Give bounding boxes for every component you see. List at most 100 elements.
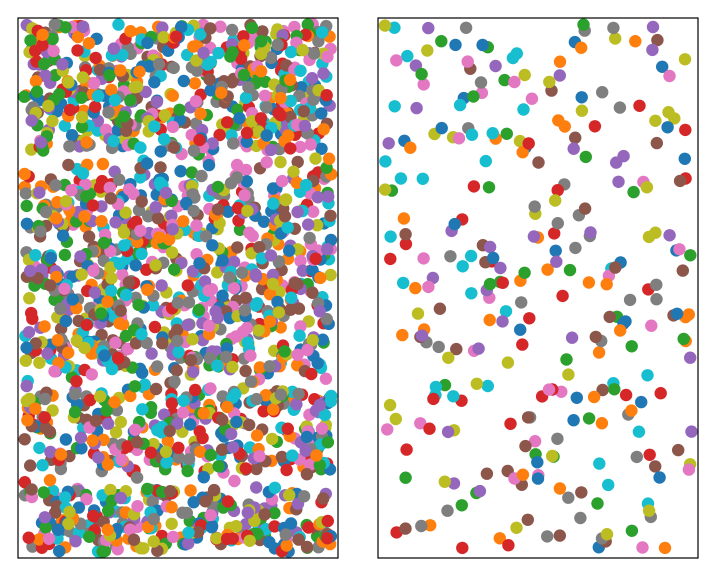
scatter-point [685, 425, 698, 438]
scatter-point [306, 264, 319, 277]
scatter-point [74, 250, 87, 263]
scatter-point [381, 423, 394, 436]
scatter-point [83, 393, 97, 407]
scatter-point [299, 178, 313, 192]
scatter-point [317, 67, 330, 80]
scatter-point [562, 491, 575, 504]
scatter-point [216, 413, 229, 427]
scatter-point [22, 326, 36, 339]
scatter-point [265, 432, 279, 446]
scatter-point [575, 41, 588, 54]
scatter-point [250, 392, 263, 406]
scatter-point [565, 331, 579, 344]
scatter-point [274, 91, 287, 105]
scatter-point [388, 21, 401, 34]
scatter-point [161, 434, 174, 448]
scatter-point [320, 89, 333, 102]
scatter-point [136, 403, 149, 416]
scatter-point [582, 412, 596, 425]
scatter-point [225, 23, 239, 37]
scatter-point [650, 293, 663, 306]
scatter-point [62, 158, 75, 172]
scatter-point [563, 263, 577, 277]
scatter-point [306, 334, 319, 347]
scatter-point [496, 276, 509, 289]
scatter-point [575, 91, 588, 104]
scatter-point [498, 73, 511, 87]
scatter-point [608, 383, 621, 396]
scatter-point [272, 106, 285, 120]
scatter-point [646, 20, 660, 34]
scatter-point [280, 463, 293, 477]
scatter-point [299, 444, 312, 457]
scatter-point [75, 120, 89, 134]
scatter-point [278, 210, 292, 223]
scatter-point [118, 239, 131, 252]
scatter-point [313, 305, 326, 318]
scatter-point [321, 436, 335, 449]
scatter-point [584, 226, 597, 239]
scatter-point [650, 278, 663, 291]
scatter-point [303, 231, 316, 245]
scatter-point [575, 104, 589, 117]
scatter-point [20, 379, 33, 393]
scatter-point [133, 65, 146, 78]
scatter-point [63, 505, 76, 519]
scatter-point [670, 307, 684, 320]
scatter-point [541, 530, 554, 543]
scatter-point [193, 257, 206, 270]
scatter-point [281, 422, 294, 435]
scatter-point [220, 532, 234, 546]
scatter-point [304, 138, 317, 151]
scatter-point [65, 184, 78, 197]
scatter-point [226, 391, 239, 404]
scatter-point [44, 279, 57, 292]
scatter-point [168, 263, 181, 276]
scatter-point [237, 30, 250, 43]
scatter-point [136, 366, 149, 379]
scatter-point [39, 69, 52, 82]
scatter-point [663, 69, 676, 83]
scatter-point [58, 119, 71, 132]
scatter-point [317, 123, 330, 136]
scatter-point [113, 317, 126, 330]
scatter-point [307, 47, 321, 60]
scatter-point [518, 68, 531, 82]
scatter-point [80, 190, 93, 203]
scatter-point [676, 264, 689, 277]
scatter-point [401, 49, 414, 63]
scatter-points-right [378, 18, 698, 555]
scatter-point [317, 492, 330, 505]
scatter-point [68, 387, 82, 401]
scatter-point [92, 451, 105, 464]
scatter-point [283, 488, 296, 502]
scatter-point [508, 75, 521, 89]
scatter-point [629, 35, 642, 48]
scatter-point [82, 37, 96, 50]
scatter-point [163, 233, 176, 246]
scatter-point [284, 94, 297, 108]
scatter-point [186, 333, 199, 346]
scatter-point [553, 69, 566, 82]
scatter-point [635, 395, 648, 409]
scatter-point [42, 99, 55, 113]
scatter-point [226, 441, 240, 454]
scatter-point [48, 365, 61, 378]
scatter-point [124, 25, 137, 38]
scatter-point [38, 57, 51, 71]
scatter-point [456, 260, 469, 273]
scatter-point [70, 375, 83, 388]
scatter-point [18, 167, 31, 181]
scatter-point [487, 251, 500, 265]
scatter-point [151, 360, 164, 373]
scatter-point [290, 398, 303, 411]
scatter-point [283, 73, 297, 87]
scatter-point [212, 46, 225, 60]
scatter-point [124, 94, 137, 107]
scatter-point [516, 338, 529, 351]
scatter-point [399, 237, 413, 251]
scatter-point [663, 229, 676, 242]
scatter-point [483, 313, 496, 327]
scatter-point [324, 233, 338, 247]
scatter-point [249, 270, 263, 283]
